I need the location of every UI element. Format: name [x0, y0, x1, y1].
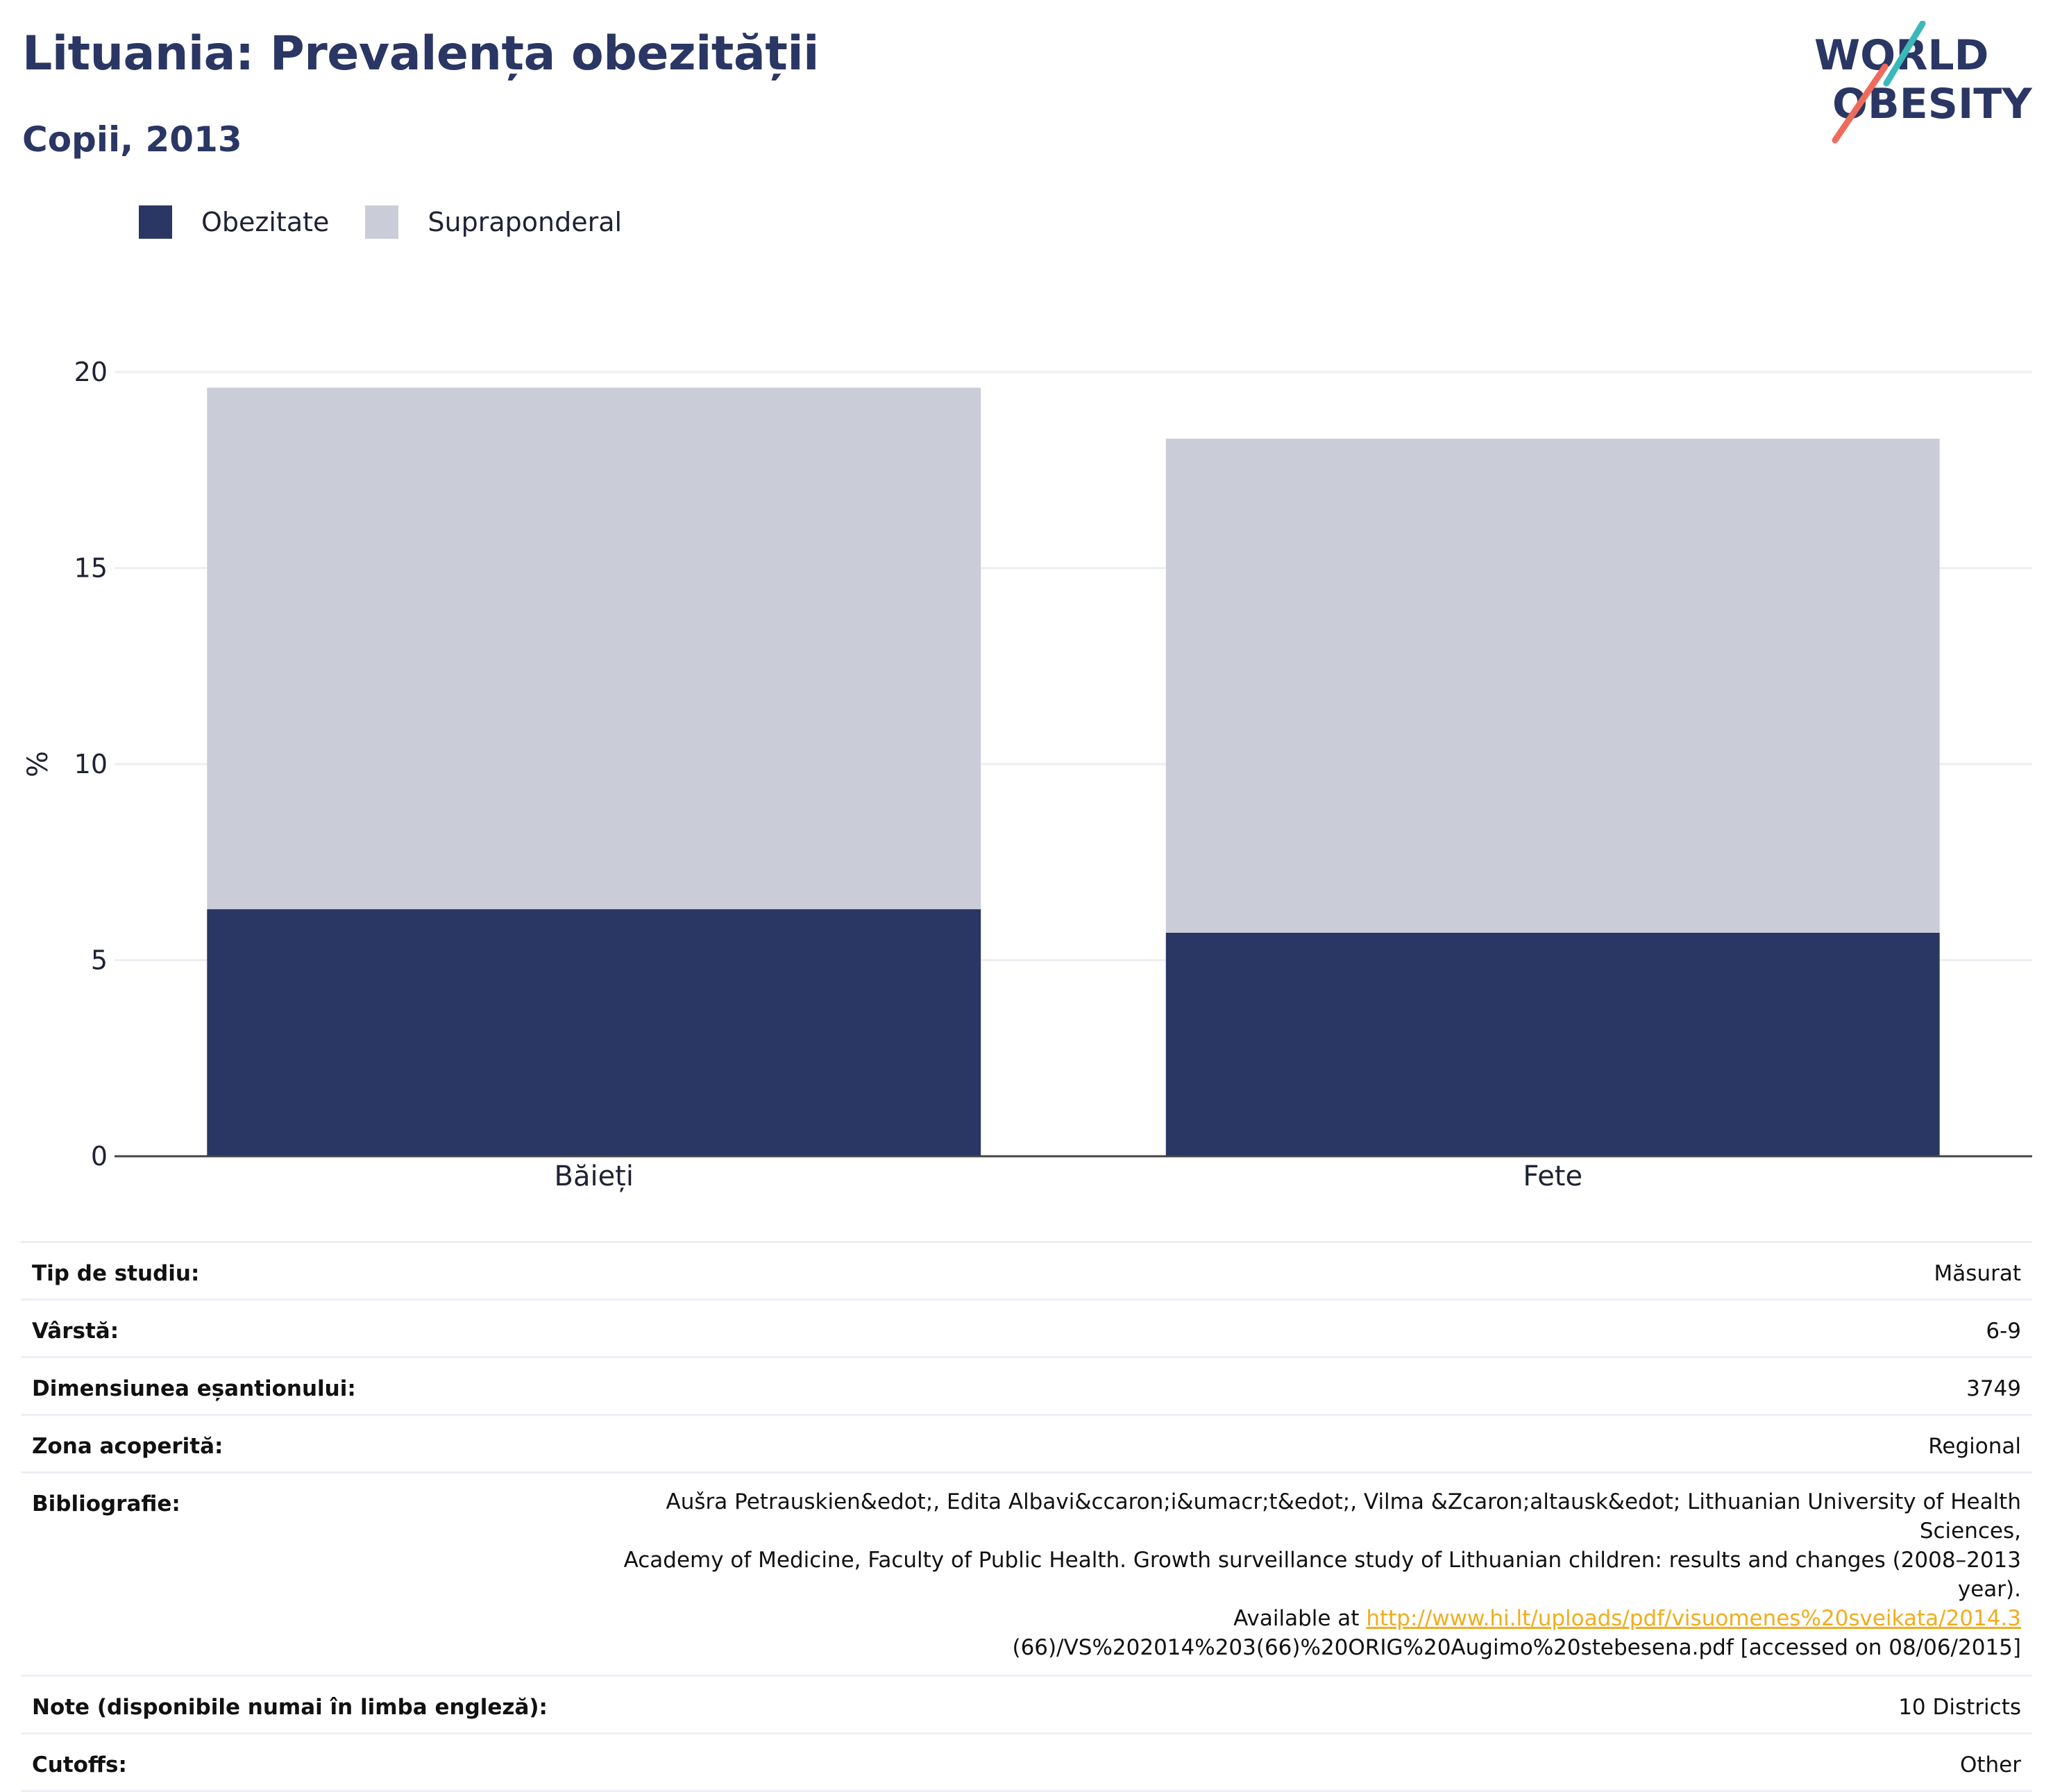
bar-supraponderal-1: [207, 387, 981, 910]
logo-slash-coral: [1832, 63, 1889, 144]
y-tick-label: 20: [74, 357, 108, 387]
y-tick-label: 5: [91, 945, 108, 976]
y-axis-label: %: [22, 751, 54, 777]
bibliography-line: Academy of Medicine, Faculty of Public H…: [623, 1548, 2021, 1602]
logo-slash-teal: [1883, 21, 1926, 87]
x-tick-label: Băieți: [555, 1160, 634, 1192]
info-label: Bibliografie:: [21, 1471, 559, 1676]
bibliography-line: Aušra Petrauskien&edot;, Edita Albavi&cc…: [666, 1489, 2021, 1544]
bibliography-line: (66)/VS%202014%203(66)%20ORIG%20Augimo%2…: [1012, 1635, 2021, 1660]
bibliography-link[interactable]: http://www.hi.lt/uploads/pdf/visuomenes%…: [1366, 1606, 2021, 1631]
info-row-notes: Note (disponibile numai în limba engleză…: [21, 1675, 2032, 1734]
info-row-sample-size: Dimensiunea eșantionului: 3749: [21, 1356, 2032, 1415]
info-row-bibliography: Bibliografie: Aušra Petrauskien&edot;, E…: [21, 1471, 2032, 1676]
world-obesity-logo: WORLD OBESITY: [1814, 21, 2033, 144]
legend-label: Obezitate: [201, 207, 330, 237]
chart-subtitle: Copii, 2013: [22, 119, 242, 160]
legend-swatch-supraponderal: [365, 205, 399, 239]
info-label: Note (disponibile numai în limba engleză…: [21, 1675, 559, 1734]
bibliography-line-link: Available at http://www.hi.lt/uploads/pd…: [570, 1604, 2021, 1633]
y-tick-label: 15: [74, 553, 108, 584]
info-label: Zona acoperită:: [21, 1414, 559, 1473]
info-value: 10 Districts: [558, 1675, 2032, 1734]
info-value: Other: [558, 1732, 2032, 1792]
x-tick-label: Fete: [1523, 1160, 1582, 1192]
legend-item-obezitate[interactable]: Obezitate: [139, 205, 329, 239]
logo-text-obesity: OBESITY: [1832, 80, 2033, 128]
bibliography-text: Aušra Petrauskien&edot;, Edita Albavi&cc…: [558, 1471, 2032, 1676]
info-label: Vârstă:: [21, 1299, 559, 1358]
legend-label: Supraponderal: [428, 207, 623, 237]
info-label: Dimensiunea eșantionului:: [21, 1356, 559, 1415]
y-tick-label: 10: [74, 749, 108, 779]
info-row-age: Vârstă: 6-9: [21, 1299, 2032, 1358]
stacked-bar-chart: 0 5 10 15 20% Băieți Fete: [22, 357, 2032, 1192]
info-label: Cutoffs:: [21, 1732, 559, 1792]
legend-item-supraponderal[interactable]: Supraponderal: [365, 205, 622, 239]
chart-legend: Obezitate Supraponderal: [139, 205, 658, 239]
chart-title: Lituania: Prevalența obezității: [22, 26, 819, 81]
info-value: 3749: [558, 1356, 2032, 1415]
info-value: Măsurat: [558, 1241, 2032, 1300]
bar-obezitate-1: [207, 909, 981, 1156]
info-value: Regional: [558, 1414, 2032, 1473]
bar-obezitate-2: [1165, 932, 1940, 1156]
y-tick-label: 0: [91, 1141, 108, 1172]
info-label: Tip de studiu:: [21, 1241, 559, 1300]
info-row-study-type: Tip de studiu: Măsurat: [21, 1241, 2032, 1300]
study-info-table: Tip de studiu: Măsurat Vârstă: 6-9 Dimen…: [21, 1241, 2032, 1792]
info-row-area-covered: Zona acoperită: Regional: [21, 1414, 2032, 1473]
bibliography-available-at: Available at: [1233, 1606, 1367, 1631]
info-row-cutoffs: Cutoffs: Other: [21, 1732, 2032, 1792]
legend-swatch-obezitate: [139, 205, 172, 239]
info-value: 6-9: [558, 1299, 2032, 1358]
bar-supraponderal-2: [1165, 439, 1940, 933]
